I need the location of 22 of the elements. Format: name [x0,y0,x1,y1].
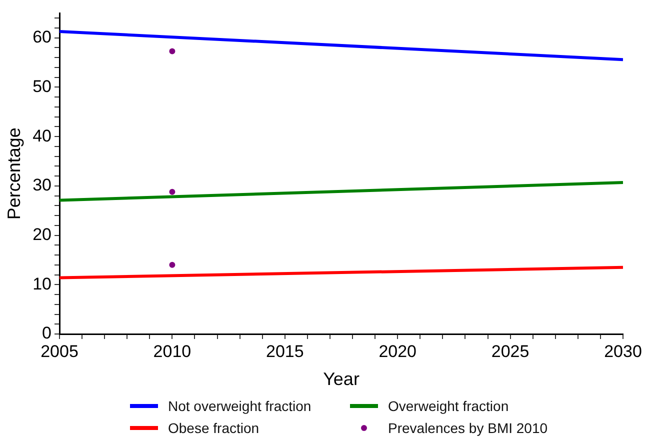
y-tick-label: 40 [32,126,52,146]
y-tick-label: 30 [32,176,52,195]
x-tick-label: 2025 [491,342,530,361]
point [169,188,176,195]
y-tick-label: 0 [42,324,52,343]
legend-label: Obese fraction [168,420,260,436]
legend-label: Overweight fraction [388,398,509,414]
y-tick-label: 60 [32,28,52,47]
y-axis-title: Percentage [4,128,24,220]
legend-label: Prevalences by BMI 2010 [388,420,548,436]
y-tick-label: 50 [32,76,52,96]
x-tick-label: 2030 [604,342,642,361]
x-tick-label: 2010 [153,342,192,361]
legend-label: Not overweight fraction [168,398,312,414]
point [169,262,176,268]
x-axis-title: Year [323,369,360,390]
x-tick-label: 2020 [378,342,417,361]
point [169,48,176,54]
y-tick-label: 20 [32,224,52,244]
y-tick-label: 10 [32,274,52,294]
x-tick-label: 2015 [266,342,304,361]
x-tick-label: 2005 [40,342,78,361]
